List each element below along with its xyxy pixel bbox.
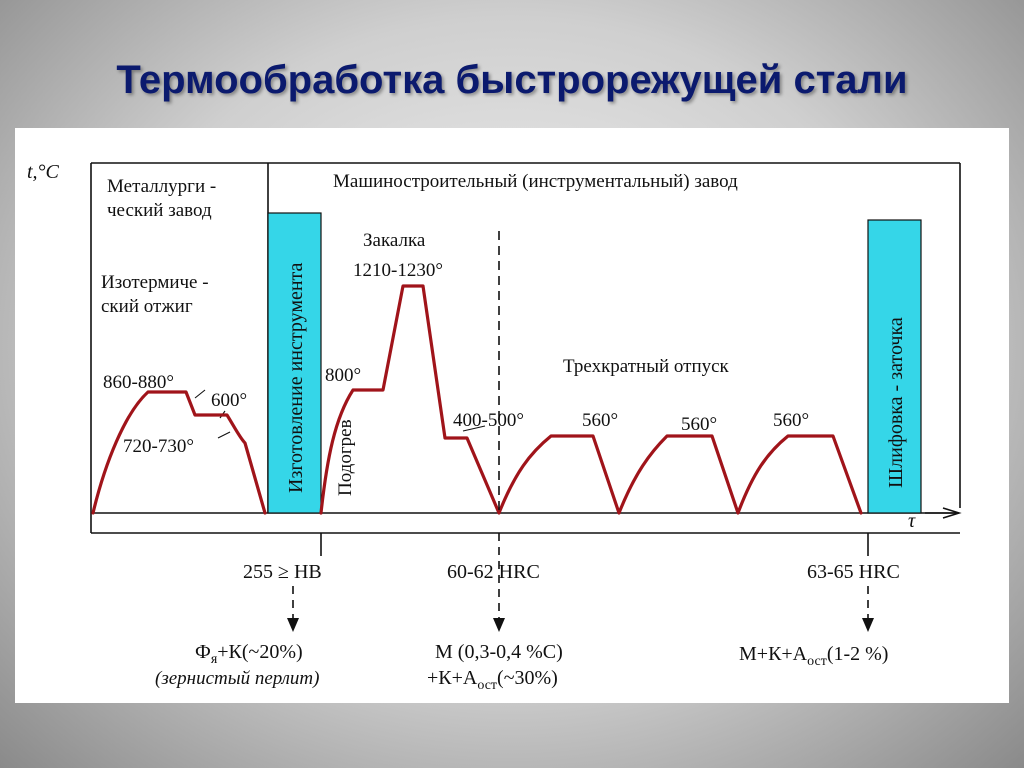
x-axis-arrow — [925, 507, 962, 519]
heat-treatment-diagram: t,°C τ Изготовление инструмента Шлифовка… — [27, 161, 962, 693]
tool-manufacturing-band — [267, 212, 322, 514]
temp-860-880-label: 860-880° — [103, 372, 174, 393]
temp-800-label: 800° — [325, 365, 361, 386]
structure-final: М+К+Аост(1-2 %) — [739, 643, 888, 669]
hrc-60-62-label: 60-62 HRC — [447, 561, 540, 583]
temp-600-label: 600° — [211, 390, 247, 411]
heat-treatment-curve — [91, 284, 863, 515]
x-axis-label: τ — [908, 510, 916, 532]
machine-building-plant-label: Машиностроительный (инструментальный) за… — [333, 171, 738, 192]
temp-560-label-2: 560° — [681, 414, 717, 435]
temp-400-500-label: 400-500° — [453, 410, 524, 431]
metallurgical-plant-label-2: ческий завод — [107, 200, 212, 221]
structure-hardened-line2: +К+Аост(~30%) — [427, 667, 558, 693]
hb-label: 255 ≥ НВ — [243, 561, 322, 583]
temp-560-label-1: 560° — [582, 410, 618, 431]
isothermal-annealing-label-2: ский отжиг — [101, 296, 193, 317]
diagram-panel: t,°C τ Изготовление инструмента Шлифовка… — [15, 128, 1009, 703]
structure-arrows — [292, 533, 869, 623]
isothermal-annealing-label-1: Изотермиче - — [101, 272, 209, 293]
grinding-label: Шлифовка - заточка — [885, 317, 907, 488]
structure-arrowheads — [287, 618, 874, 632]
slide-title: Термообработка быстрорежущей стали — [116, 58, 908, 102]
tool-manufacturing-label: Изготовление инструмента — [285, 262, 307, 493]
structure-annealed-line2: (зернистый перлит) — [155, 668, 319, 689]
diagram-frame — [90, 162, 961, 534]
structure-annealed-line1: Фя+К(~20%) — [195, 641, 303, 667]
hardness-ticks — [320, 533, 869, 556]
hardening-label: Закалка — [363, 230, 426, 251]
triple-tempering-label: Трехкратный отпуск — [563, 356, 730, 377]
structure-hardened-line1: М (0,3-0,4 %С) — [435, 641, 563, 663]
temp-1210-1230-label: 1210-1230° — [353, 260, 443, 281]
temp-560-label-3: 560° — [773, 410, 809, 431]
preheating-label: Подогрев — [335, 419, 356, 496]
hrc-63-65-label: 63-65 HRC — [807, 561, 900, 583]
grinding-band — [867, 219, 922, 514]
y-axis-label: t,°C — [27, 161, 60, 183]
metallurgical-plant-label-1: Металлурги - — [107, 176, 216, 197]
temp-720-730-label: 720-730° — [123, 436, 194, 457]
